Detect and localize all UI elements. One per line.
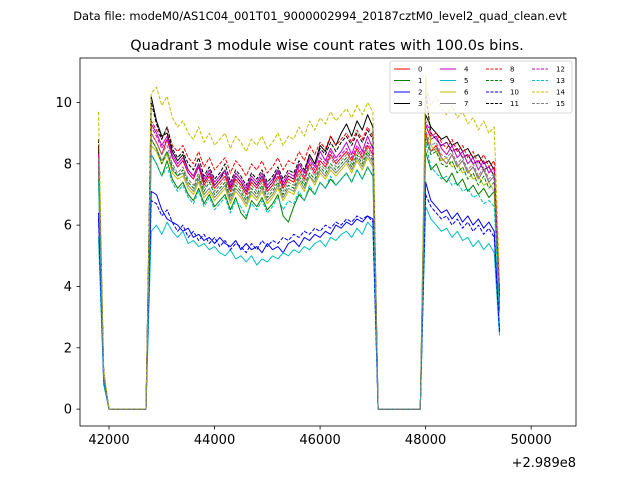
y-tick-label: 6 [64,219,72,234]
legend-label-7: 7 [464,100,468,108]
y-tick-label: 10 [55,96,72,111]
chart-title: Quadrant 3 module wise count rates with … [130,38,524,54]
series-line-5 [98,206,500,410]
legend-label-0: 0 [418,66,422,74]
series-line-2 [98,181,500,410]
series-line-15 [98,129,500,410]
legend-label-14: 14 [556,89,565,97]
legend-label-2: 2 [418,89,422,97]
suptitle: Data file: modeM0/AS1C04_001T01_90000029… [73,9,567,23]
legend-label-10: 10 [510,89,519,97]
axes-frame [79,57,577,427]
series-line-11 [98,92,500,410]
legend-label-1: 1 [418,77,422,85]
legend-label-13: 13 [556,77,565,85]
legend-label-8: 8 [510,66,514,74]
legend-box [389,60,573,114]
y-tick-label: 2 [64,341,72,356]
legend-label-9: 9 [510,77,514,85]
legend-label-11: 11 [510,100,519,108]
legend-label-5: 5 [464,77,468,85]
series-line-12 [98,120,500,410]
series-line-1 [98,151,500,410]
series-line-10 [98,194,500,410]
series-line-0 [98,132,500,410]
x-tick-label: 48000 [405,433,446,448]
x-tick-label: 46000 [299,433,340,448]
series-line-13 [98,141,500,410]
legend-label-3: 3 [418,100,422,108]
x-offset-label: +2.989e8 [512,456,576,471]
x-tick-label: 44000 [194,433,235,448]
y-tick-label: 0 [64,403,72,418]
plot-area: 42000 44000 46000 48000 50000024681001234567… [55,57,577,448]
series-group [98,74,500,410]
series-line-4 [98,123,500,410]
y-tick-label: 4 [64,280,72,295]
legend-label-15: 15 [556,100,565,108]
x-tick-label: 42000 [88,433,129,448]
legend-label-4: 4 [464,66,469,74]
legend-label-6: 6 [464,89,469,97]
legend-label-12: 12 [556,66,565,74]
y-tick-label: 8 [64,157,72,172]
series-line-7 [98,135,500,410]
series-line-9 [98,138,500,410]
series-line-6 [98,74,500,410]
x-tick-label: 50000 [510,433,551,448]
